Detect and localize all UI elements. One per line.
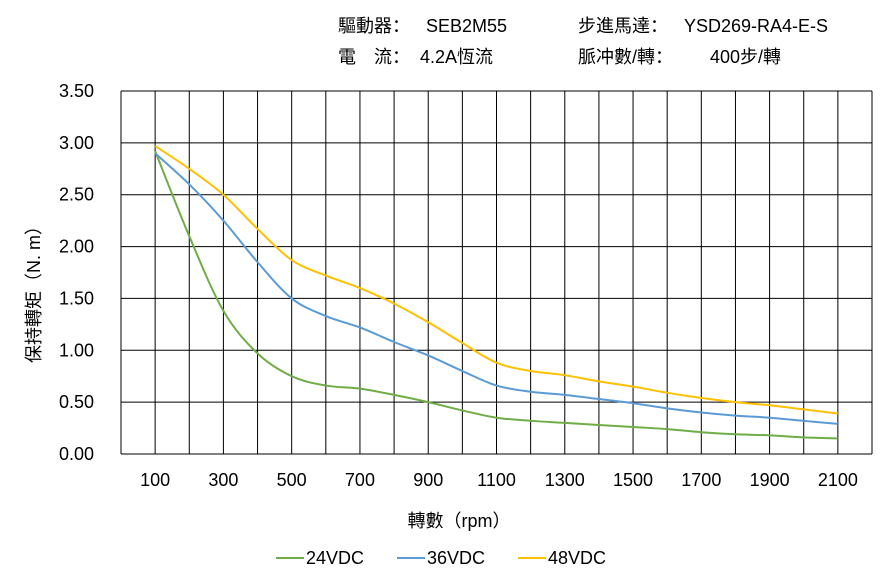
motor-value: YSD269-RA4-E-S [684,16,828,36]
pulse-label: 脈冲數/轉： [578,47,673,67]
x-tick-label: 1500 [613,470,653,490]
x-ticks: 100 300 500 700 900 1100 1300 1500 1700 1900 2100 [140,470,858,490]
series-line-48VDC [154,145,838,415]
x-tick-label: 1300 [545,470,585,490]
x-tick-label: 500 [277,470,307,490]
x-axis-label: 轉數（rpm） [408,511,511,531]
legend-label: 48VDC [548,548,606,568]
header-info: 驅動器： SEB2M55 電 流： 4.2A恆流 步進馬達： YSD269-RA… [338,16,828,67]
y-tick-label: 1.00 [59,340,94,360]
x-tick-label: 1700 [681,470,721,490]
y-tick-label: 3.00 [59,133,94,153]
driver-value: SEB2M55 [426,16,507,36]
x-tick-label: 300 [208,470,238,490]
pulse-value: 400步/轉 [710,47,781,67]
x-tick-label: 700 [345,470,375,490]
current-value: 4.2A恆流 [420,47,493,67]
y-tick-label: 0.00 [59,444,94,464]
y-tick-label: 2.00 [59,237,94,257]
y-tick-label: 2.50 [59,185,94,205]
x-tick-label: 100 [140,470,170,490]
x-tick-label: 900 [413,470,443,490]
series-lines [154,145,838,440]
y-ticks: 0.00 0.50 1.00 1.50 2.00 2.50 3.00 3.50 [59,81,94,464]
motor-label: 步進馬達： [578,16,668,36]
driver-label: 驅動器： [338,16,410,36]
x-tick-label: 1900 [750,470,790,490]
x-tick-label: 1100 [477,470,516,490]
legend-label: 36VDC [427,548,485,568]
x-tick-label: 2100 [818,470,858,490]
grid [120,90,873,455]
legend: 24VDC 36VDC 48VDC [276,548,606,568]
series-line-24VDC [154,150,838,440]
y-tick-label: 0.50 [59,392,94,412]
current-label: 電 流： [338,47,410,67]
y-tick-label: 3.50 [59,81,94,101]
legend-label: 24VDC [306,548,364,568]
y-tick-label: 1.50 [59,288,94,308]
y-axis-label: 保持轉矩（N. m） [24,217,44,363]
series-line-36VDC [154,152,838,425]
